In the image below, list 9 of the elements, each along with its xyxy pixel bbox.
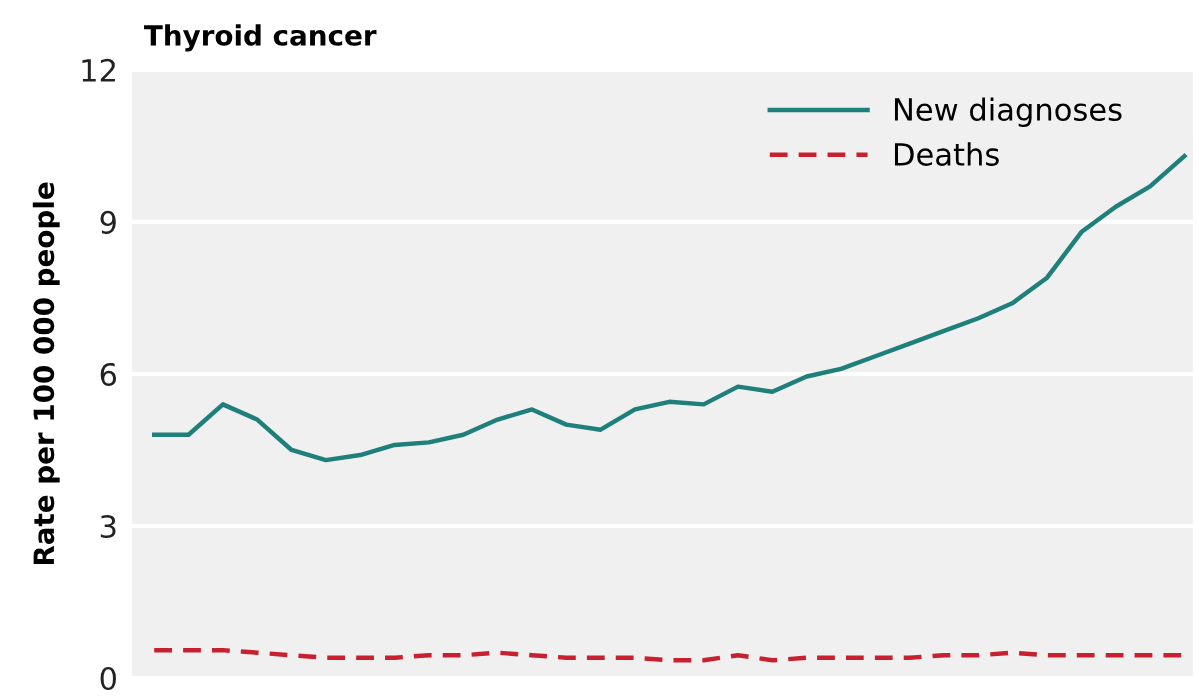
legend-label: Deaths	[894, 142, 999, 166]
y-tick-label: 3	[100, 514, 116, 539]
legend-label: New diagnoses	[894, 97, 1122, 127]
y-axis-title: Rate per 100 000 people	[32, 182, 60, 565]
y-tick-label: 6	[100, 362, 117, 387]
y-tick-label: 12	[82, 58, 115, 82]
y-tick-label: 0	[100, 666, 116, 691]
y-tick-label: 9	[100, 210, 116, 234]
chart-title: Thyroid cancer	[144, 24, 377, 52]
